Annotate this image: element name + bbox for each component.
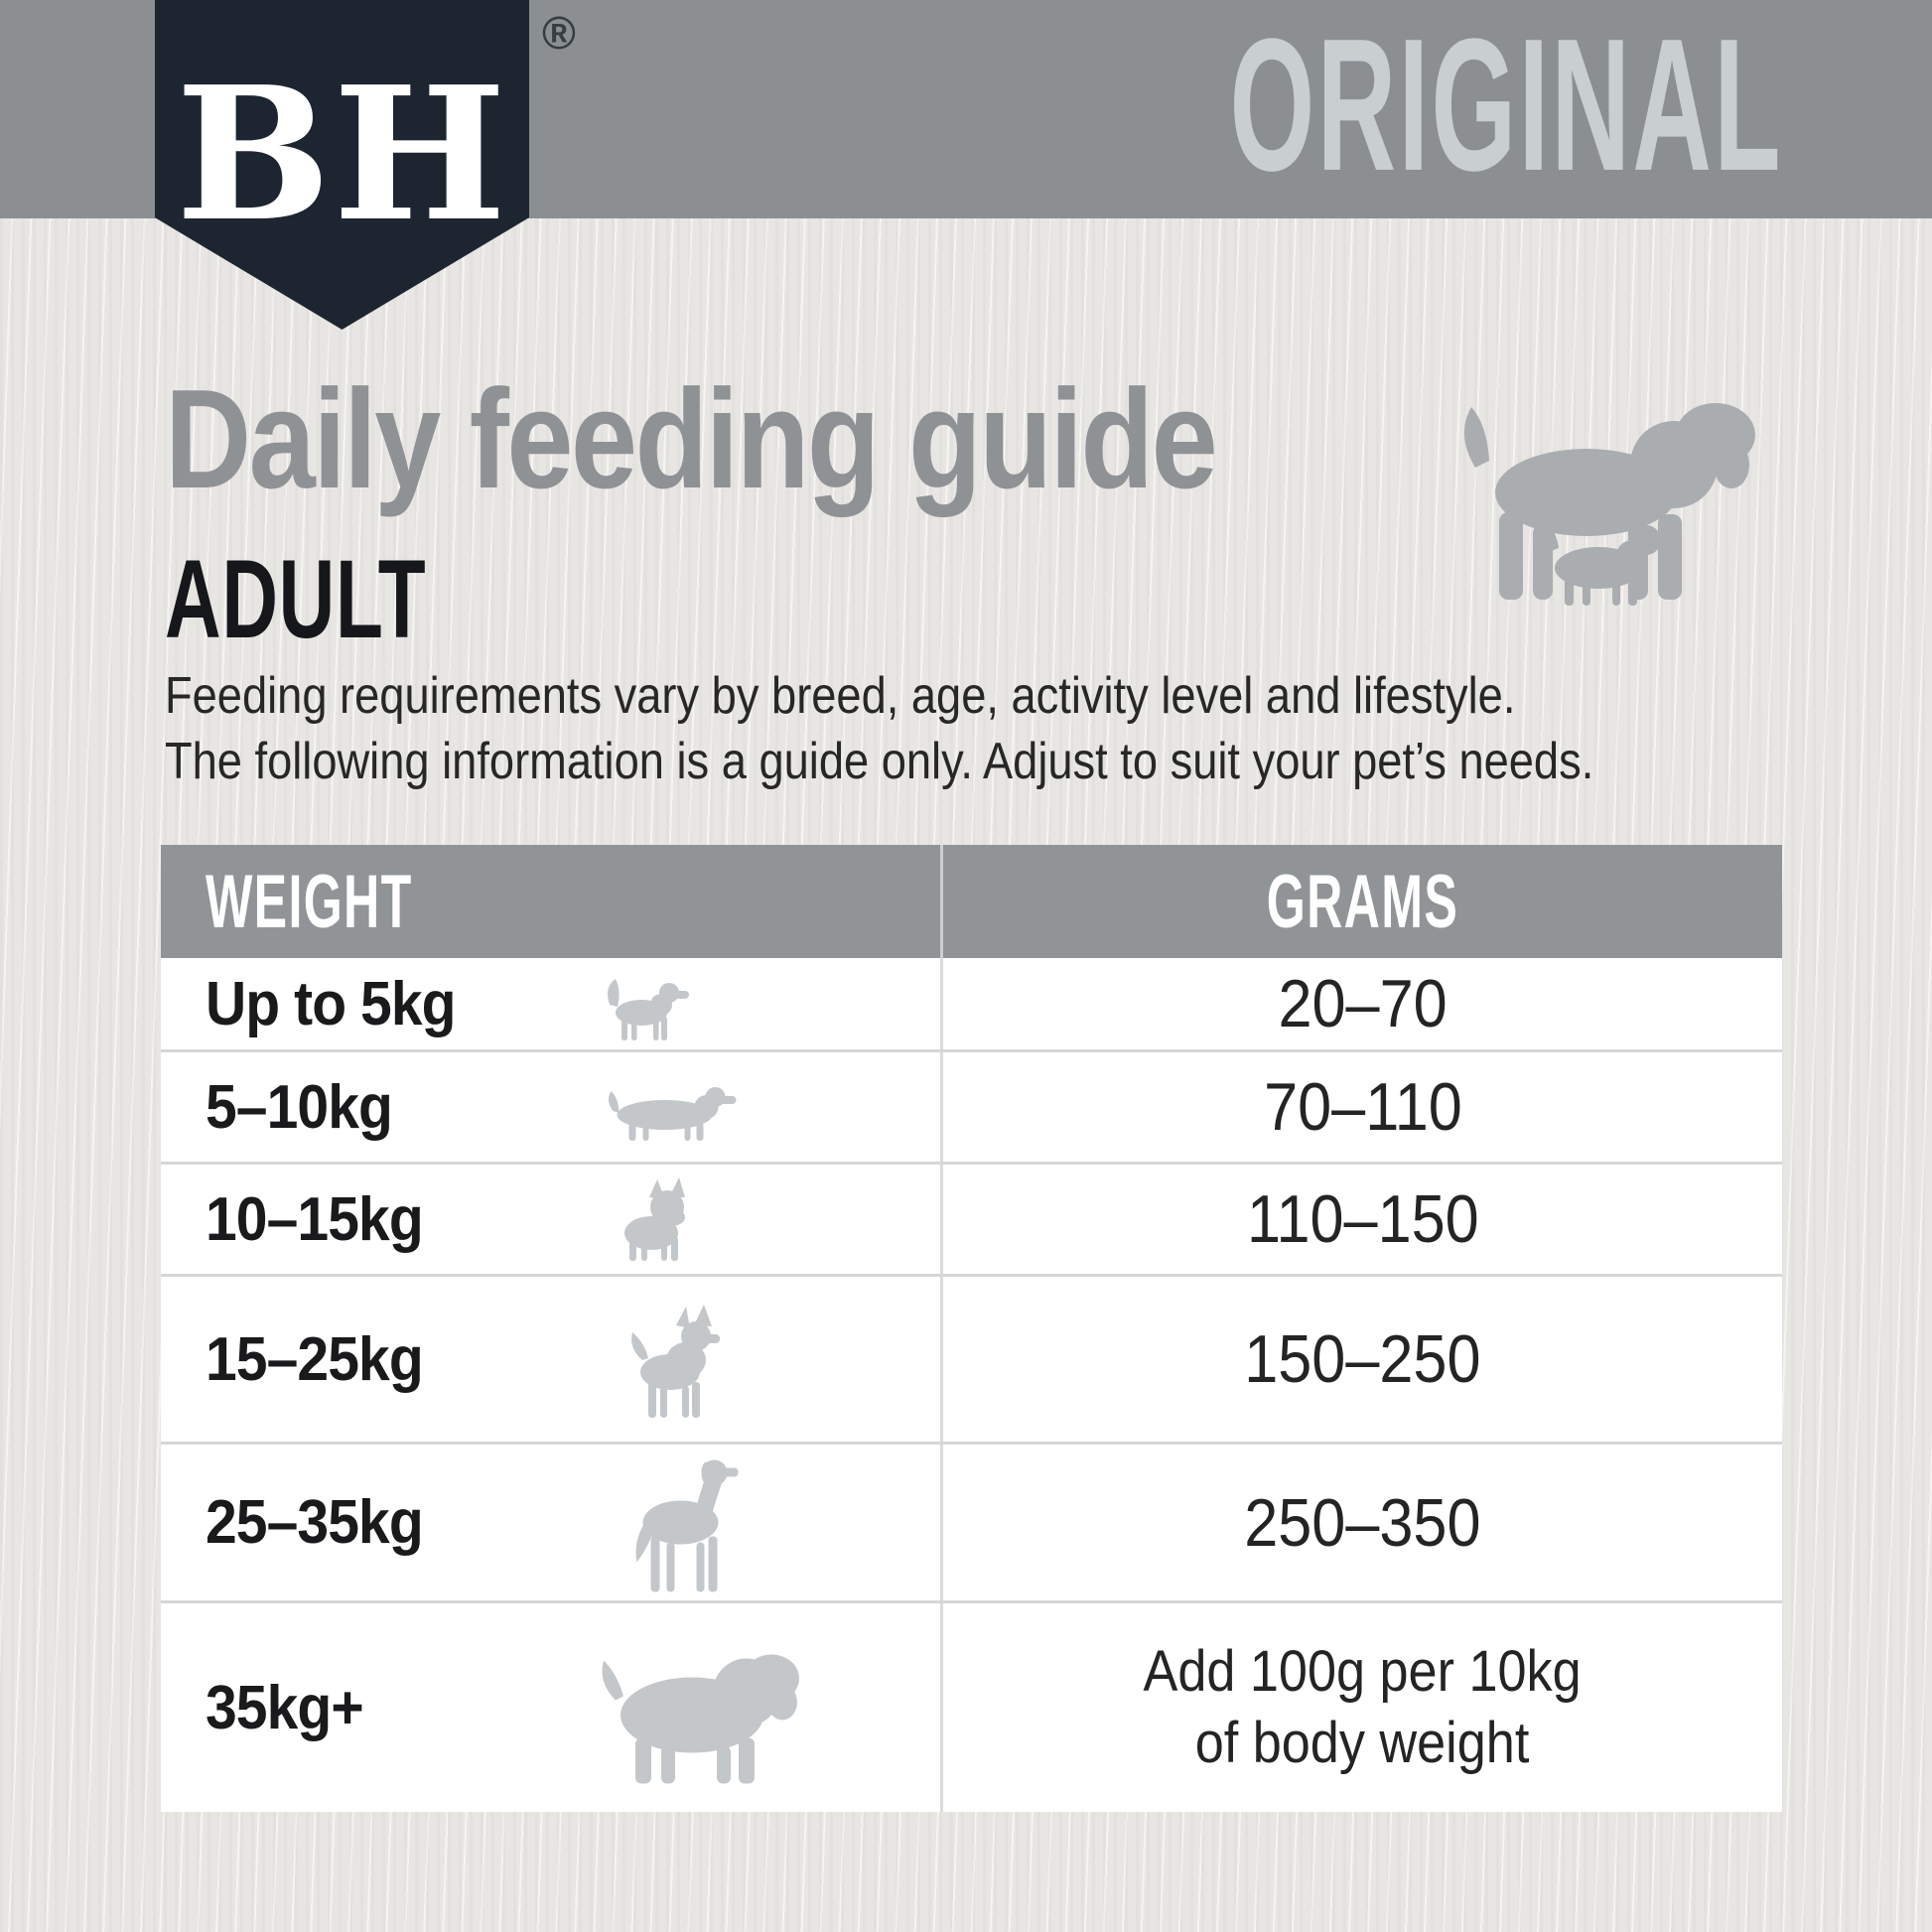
table-row: 15–25kg xyxy=(161,1274,1782,1442)
weight-cell: 15–25kg xyxy=(161,1277,943,1442)
weight-range-label: 10–15kg xyxy=(206,1184,424,1254)
registered-trademark-icon: ® xyxy=(542,7,576,59)
grams-cell: Add 100g per 10kg of body weight xyxy=(943,1603,1782,1812)
life-stage-subtitle: ADULT xyxy=(165,537,427,661)
grams-cell: 20–70 xyxy=(943,958,1782,1049)
great-dane-icon xyxy=(635,1459,739,1591)
weight-header-cell: WEIGHT xyxy=(161,845,943,958)
grams-cell: 70–110 xyxy=(943,1052,1782,1162)
grams-column-header: GRAMS xyxy=(1266,859,1459,944)
intro-paragraph: Feeding requirements vary by breed, age,… xyxy=(165,663,1807,794)
intro-line-1: Feeding requirements vary by breed, age,… xyxy=(165,667,1516,725)
brand-badge: BH xyxy=(155,0,529,330)
grams-header-cell: GRAMS xyxy=(943,845,1782,958)
table-row: 35kg+ Ad xyxy=(161,1600,1782,1812)
table-row: 25–35kg xyxy=(161,1442,1782,1600)
table-header-row: WEIGHT GRAMS xyxy=(161,845,1782,958)
weight-range-label: 15–25kg xyxy=(206,1324,424,1394)
weight-cell: 35kg+ xyxy=(161,1603,943,1812)
grams-value: 110–150 xyxy=(1246,1181,1479,1257)
adult-dog-and-puppy-icon xyxy=(1463,403,1755,606)
grams-value-line-1: Add 100g per 10kg xyxy=(1143,1639,1583,1704)
weight-range-label: Up to 5kg xyxy=(206,969,456,1038)
table-row: Up to 5kg xyxy=(161,958,1782,1049)
intro-line-2: The following information is a guide onl… xyxy=(165,733,1594,790)
weight-cell: 25–35kg xyxy=(161,1445,943,1600)
page-title: Daily feeding guide xyxy=(165,360,1218,518)
weight-range-label: 25–35kg xyxy=(206,1488,424,1557)
grams-value-line-2: of body weight xyxy=(1195,1711,1530,1775)
weight-cell: 5–10kg xyxy=(161,1052,943,1162)
weight-column-header: WEIGHT xyxy=(206,859,413,944)
french-bulldog-icon xyxy=(624,1177,685,1261)
grams-cell: 250–350 xyxy=(943,1445,1782,1600)
dachshund-icon xyxy=(608,1087,737,1141)
brand-logo-text: BH xyxy=(175,46,509,262)
weight-cell: 10–15kg xyxy=(161,1165,943,1274)
grams-cell: 150–250 xyxy=(943,1277,1782,1442)
grams-cell: 110–150 xyxy=(943,1165,1782,1274)
small-dog-icon xyxy=(608,979,689,1040)
product-line-title: ORIGINAL xyxy=(1229,0,1783,210)
grams-value: 250–350 xyxy=(1244,1484,1481,1561)
table-row: 10–15kg 110–150 xyxy=(161,1162,1782,1274)
medium-dog-icon xyxy=(631,1305,720,1418)
weight-cell: Up to 5kg xyxy=(161,958,943,1049)
grams-value: 70–110 xyxy=(1263,1069,1462,1145)
table-row: 5–10kg 7 xyxy=(161,1049,1782,1162)
feeding-table: WEIGHT GRAMS Up to 5kg xyxy=(161,845,1782,1812)
grams-value: 20–70 xyxy=(1278,966,1448,1041)
weight-range-label: 35kg+ xyxy=(206,1673,364,1742)
weight-range-label: 5–10kg xyxy=(206,1072,393,1142)
mastiff-icon xyxy=(602,1654,799,1784)
grams-value: 150–250 xyxy=(1244,1321,1481,1397)
